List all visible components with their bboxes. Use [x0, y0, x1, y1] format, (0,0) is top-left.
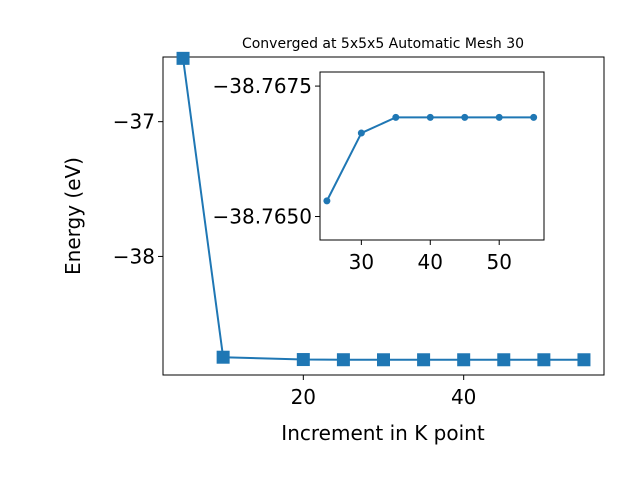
main-x-ticks: 20 40 [291, 375, 476, 409]
inset-data-point [392, 113, 400, 121]
inset-chart: 30 40 50 −38.7650 −38.7675 [213, 71, 545, 274]
inset-data-point [495, 113, 503, 121]
inset-x-tick-label: 30 [349, 250, 374, 274]
main-data-point [336, 353, 350, 367]
main-data-point [497, 353, 511, 367]
inset-y-ticks: −38.7650 −38.7675 [213, 74, 320, 229]
chart-title: Converged at 5x5x5 Automatic Mesh 30 [242, 36, 524, 52]
inset-series [323, 113, 538, 205]
inset-plot-area [319, 71, 545, 241]
inset-data-point [426, 113, 434, 121]
inset-y-tick-label: −38.7675 [213, 74, 312, 98]
main-data-point [377, 353, 390, 367]
main-data-point [537, 353, 551, 367]
inset-y-tick-label: −38.7650 [213, 205, 312, 229]
main-data-point [176, 51, 190, 65]
inset-x-ticks: 30 40 50 [349, 240, 512, 274]
main-x-tick-label: 20 [291, 385, 316, 409]
main-data-point [577, 353, 591, 367]
inset-data-point [461, 113, 469, 121]
main-series-line [182, 58, 584, 361]
x-axis-label: Increment in K point [281, 421, 485, 445]
main-data-point [417, 353, 431, 367]
inset-x-tick-label: 40 [418, 250, 443, 274]
main-data-point [457, 353, 471, 367]
inset-data-point [323, 197, 331, 205]
y-axis-label: Energy (eV) [61, 157, 85, 275]
main-x-tick-label: 40 [451, 385, 476, 409]
main-y-ticks: −38 −37 [113, 110, 163, 268]
main-y-tick-label: −37 [113, 110, 155, 134]
main-data-point [296, 353, 310, 367]
inset-data-point [530, 113, 538, 121]
inset-data-point [357, 129, 365, 137]
main-series [176, 51, 591, 367]
main-y-tick-label: −38 [113, 244, 155, 268]
inset-x-tick-label: 50 [486, 250, 511, 274]
main-data-point [216, 350, 230, 364]
